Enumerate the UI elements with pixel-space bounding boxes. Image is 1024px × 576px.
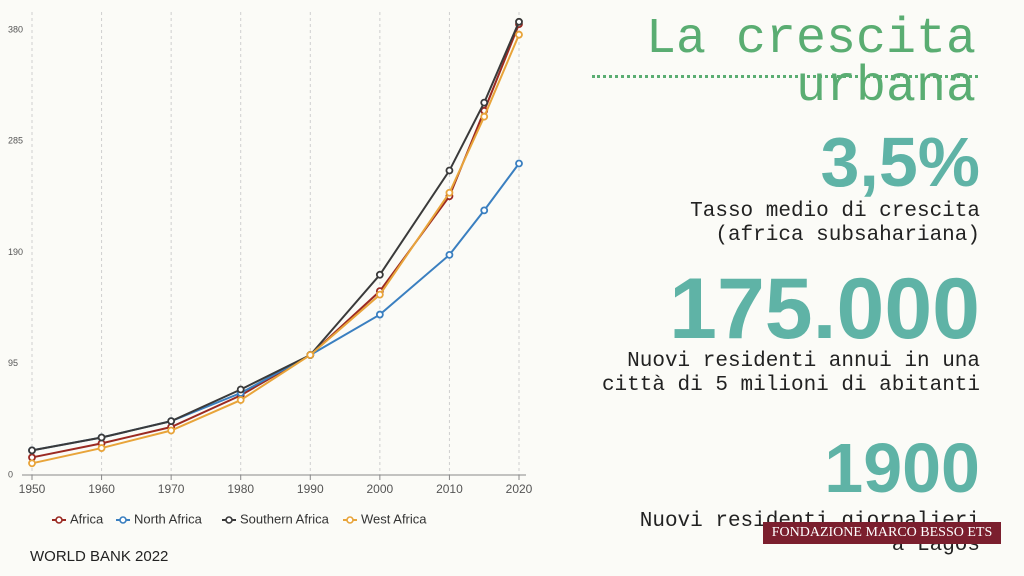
title-rule <box>592 75 978 78</box>
chart: 0 95 190 285 380 1950 1960 1970 1980 1990 2000 2010… <box>8 12 533 526</box>
point <box>306 351 315 359</box>
legend-marker <box>119 516 127 524</box>
stat-label: Tasso medio di crescita (africa subsahar… <box>690 200 980 247</box>
legend-label: Southern Africa <box>240 511 330 526</box>
point <box>480 206 489 215</box>
point <box>480 112 489 121</box>
x-tick-label: 1990 <box>297 482 324 496</box>
point <box>97 444 106 452</box>
point <box>167 426 176 435</box>
legend-marker <box>225 516 233 524</box>
point <box>515 17 523 26</box>
x-tick-label: 2020 <box>506 482 533 496</box>
series-line <box>31 23 520 459</box>
stat-label: Nuovi residenti annui in una città di 5 … <box>601 350 980 397</box>
legend-marker <box>346 516 354 524</box>
point <box>375 290 384 299</box>
legend-label: West Africa <box>361 511 427 526</box>
y-tick-label: 95 <box>8 358 18 368</box>
x-tick-label: 1950 <box>19 482 46 496</box>
series-line <box>31 21 520 452</box>
x-tick-label: 1980 <box>227 482 254 496</box>
y-tick-label: 190 <box>8 247 23 257</box>
legend-label: North Africa <box>134 511 203 526</box>
x-tick-label: 2000 <box>367 482 394 496</box>
point <box>167 417 176 426</box>
source: WORLD BANK 2022 <box>30 548 169 565</box>
point <box>28 446 36 455</box>
x-tick-label: 1960 <box>88 482 115 496</box>
point <box>28 459 36 468</box>
point <box>445 166 454 175</box>
series-line <box>31 162 520 452</box>
x-tick-label: 2010 <box>436 482 463 496</box>
point <box>236 396 245 404</box>
series-line <box>31 34 520 465</box>
slide-title: La crescita urbana <box>645 11 976 116</box>
legend-label: Africa <box>70 511 104 526</box>
stat-value: 175.000 <box>669 261 980 357</box>
point <box>445 188 454 197</box>
point <box>236 385 245 394</box>
point <box>515 30 523 39</box>
y-tick-label: 380 <box>8 24 23 34</box>
point <box>480 98 489 107</box>
legend-marker <box>55 516 63 524</box>
y-tick-label: 285 <box>8 136 23 146</box>
point <box>515 159 523 168</box>
stat-value: 1900 <box>824 429 980 507</box>
logo: FONDAZIONE MARCO BESSO ETS <box>763 522 1001 544</box>
stat-value: 3,5% <box>820 123 980 201</box>
point <box>375 270 384 279</box>
point <box>375 310 384 319</box>
x-tick-label: 1970 <box>158 482 185 496</box>
y-tick-label: 0 <box>8 469 13 479</box>
point <box>445 250 454 259</box>
point <box>97 433 106 442</box>
